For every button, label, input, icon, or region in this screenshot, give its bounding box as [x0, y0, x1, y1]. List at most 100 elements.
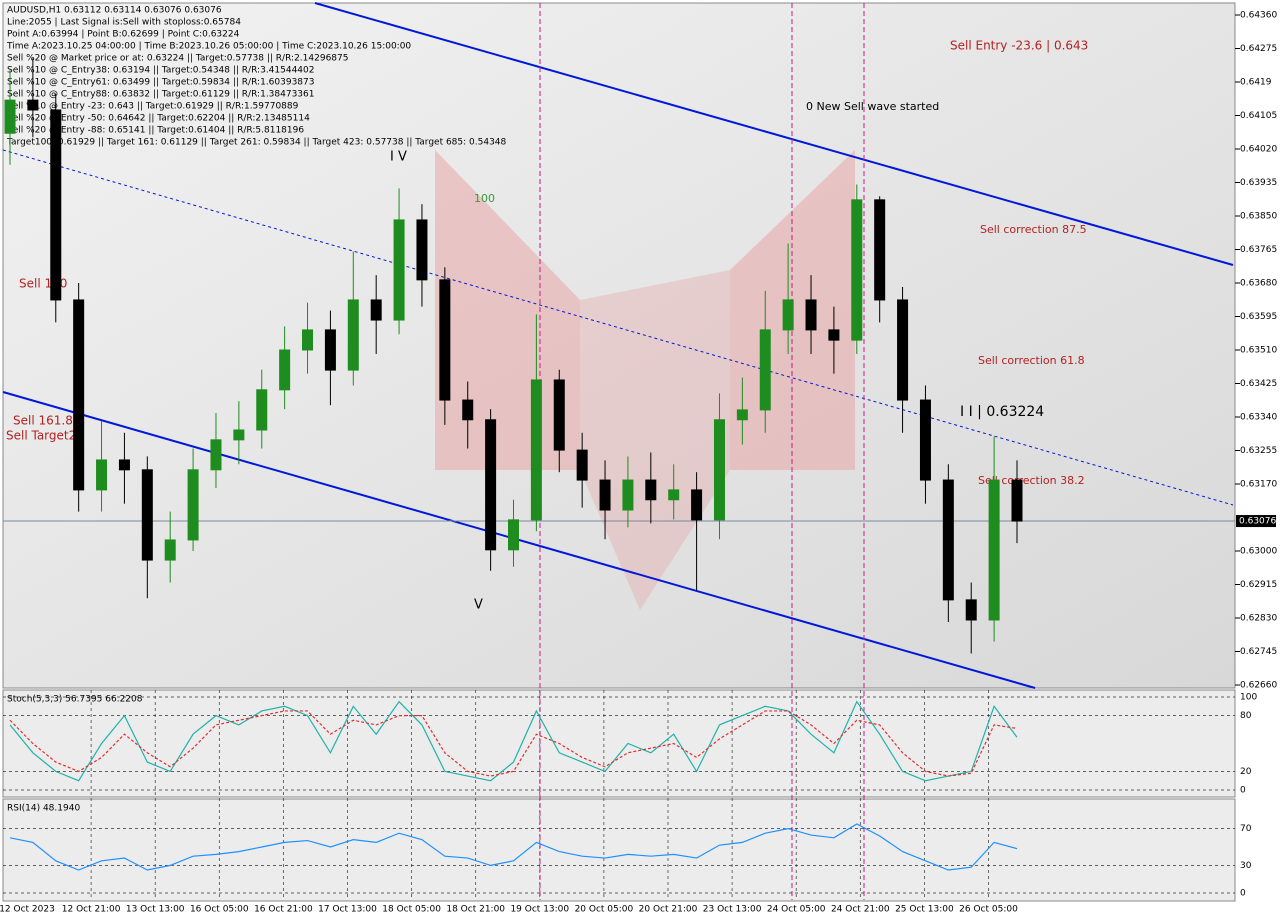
info-line: Sell %20 @ Entry -50: 0.64642 || Target:…: [7, 114, 310, 124]
y-tick-label: 0.63680: [1240, 279, 1277, 289]
y-tick-label: 0: [1240, 786, 1246, 796]
annotation: 0 New Sell wave started: [806, 100, 939, 113]
y-tick-label: 0.63000: [1240, 547, 1277, 557]
y-tick-label: 0.63510: [1240, 346, 1277, 356]
y-tick-label: 0.64360: [1240, 11, 1277, 21]
info-line: Time A:2023.10.25 04:00:00 | Time B:2023…: [6, 42, 411, 52]
candle-body: [485, 419, 497, 551]
channel-line: [314, 2, 1234, 266]
x-tick-label: 16 Oct 21:00: [254, 905, 313, 915]
annotation: Sell correction 87.5: [980, 223, 1087, 236]
y-tick-label: 0.63170: [1240, 480, 1277, 490]
y-tick-label: 30: [1240, 861, 1252, 871]
x-tick-label: 25 Oct 13:00: [895, 905, 954, 915]
candle-body: [279, 349, 291, 391]
candle-body: [874, 199, 886, 301]
info-line: Sell %10 @ Entry -23: 0.643 || Target:0.…: [7, 102, 299, 112]
annotation: Sell 161.8: [13, 414, 73, 428]
info-line: Sell %10 @ C_Entry38: 0.63194 || Target:…: [7, 66, 315, 76]
indicator-line: [9, 700, 1018, 782]
info-block: AUDUSD,H1 0.63112 0.63114 0.63076 0.6307…: [6, 6, 507, 148]
info-line: AUDUSD,H1 0.63112 0.63114 0.63076 0.6307…: [7, 6, 222, 16]
x-tick-label: 18 Oct 21:00: [446, 905, 505, 915]
x-tick-label: 13 Oct 13:00: [126, 905, 185, 915]
y-tick-label: 70: [1240, 824, 1252, 834]
candle-body: [988, 479, 1000, 621]
info-line: Line:2055 | Last Signal is:Sell with sto…: [7, 18, 241, 28]
y-tick-label: 0.64105: [1240, 111, 1277, 121]
y-tick-label: 0.63255: [1240, 446, 1277, 456]
candle-body: [462, 399, 474, 421]
candle-body: [508, 519, 519, 551]
candle-body: [370, 299, 382, 321]
y-tick-label: 20: [1240, 767, 1252, 777]
annotation: I I | 0.63224: [960, 404, 1044, 420]
candle-body: [233, 429, 245, 441]
x-tick-label: 20 Oct 21:00: [639, 905, 698, 915]
candle-body: [210, 439, 222, 471]
candle-body: [1011, 479, 1023, 522]
y-tick-label: 0.63935: [1240, 178, 1277, 188]
candle-body: [416, 219, 428, 281]
y-tick-label: 100: [1240, 693, 1257, 703]
annotation: V: [474, 598, 483, 613]
candle-body: [118, 459, 130, 471]
candle-body: [691, 489, 703, 521]
x-tick-label: 20 Oct 05:00: [575, 905, 634, 915]
info-line: Sell %20 @ Entry -88: 0.65141 || Target:…: [7, 126, 304, 136]
main-panel: [2, 2, 1236, 689]
y-tick-label: 0.63850: [1240, 212, 1277, 222]
candle-body: [141, 469, 153, 561]
x-tick-label: 17 Oct 13:00: [318, 905, 377, 915]
x-tick-label: 23 Oct 13:00: [703, 905, 762, 915]
info-line: Point A:0.63994 | Point B:0.62699 | Poin…: [7, 30, 240, 40]
candle-body: [50, 109, 62, 301]
candle-body: [553, 379, 565, 451]
x-tick-label: 26 Oct 05:00: [959, 905, 1018, 915]
candle-body: [897, 299, 909, 401]
y-tick-label: 0: [1240, 889, 1246, 899]
info-line: Sell %10 @ C_Entry88: 0.63832 || Target:…: [7, 90, 315, 100]
annotation: Sell correction 38.2: [978, 474, 1085, 487]
candle-body: [530, 379, 542, 521]
rsi-title: RSI(14) 48.1940: [7, 804, 80, 814]
x-tick-label: 12 Oct 21:00: [62, 905, 121, 915]
current-price-label: 0.63076: [1239, 517, 1276, 527]
candle-body: [851, 199, 863, 341]
y-tick-label: 0.62660: [1240, 681, 1277, 691]
candle-body: [713, 419, 725, 521]
candle-body: [347, 299, 359, 371]
candle-body: [645, 479, 657, 501]
candle-body: [965, 599, 977, 621]
annotation: Sell Entry -23.6 | 0.643: [950, 39, 1088, 53]
info-line: Target100: 0.61929 || Target 161: 0.6112…: [6, 138, 507, 148]
x-tick-label: 19 Oct 13:00: [510, 905, 569, 915]
x-tick-label: 24 Oct 21:00: [831, 905, 890, 915]
candle-body: [187, 469, 199, 541]
y-tick-label: 0.62830: [1240, 614, 1277, 624]
y-tick-label: 0.63765: [1240, 245, 1277, 255]
y-tick-label: 0.63595: [1240, 312, 1277, 322]
candle-body: [759, 329, 771, 411]
candle-body: [324, 329, 336, 371]
x-tick-label: 24 Oct 05:00: [767, 905, 826, 915]
stoch-title: Stoch(5,3,3) 56.7395 66.2208: [7, 695, 143, 705]
candle-body: [668, 489, 680, 501]
zone: [580, 270, 730, 610]
y-tick-label: 0.64275: [1240, 44, 1277, 54]
y-tick-label: 0.64020: [1240, 145, 1277, 155]
x-tick-label: 18 Oct 05:00: [382, 905, 441, 915]
current-price-tag: [1236, 515, 1276, 528]
candle-body: [439, 279, 451, 401]
x-tick-label: 16 Oct 05:00: [190, 905, 249, 915]
info-line: Sell %20 @ Market price or at: 0.63224 |…: [7, 54, 348, 64]
x-tick-label: 12 Oct 2023: [0, 905, 55, 915]
candle-body: [302, 329, 314, 351]
annotation: 100: [474, 192, 495, 205]
zone: [435, 150, 580, 470]
candle-body: [256, 389, 268, 431]
candle-body: [393, 219, 405, 321]
candle-body: [805, 299, 817, 331]
